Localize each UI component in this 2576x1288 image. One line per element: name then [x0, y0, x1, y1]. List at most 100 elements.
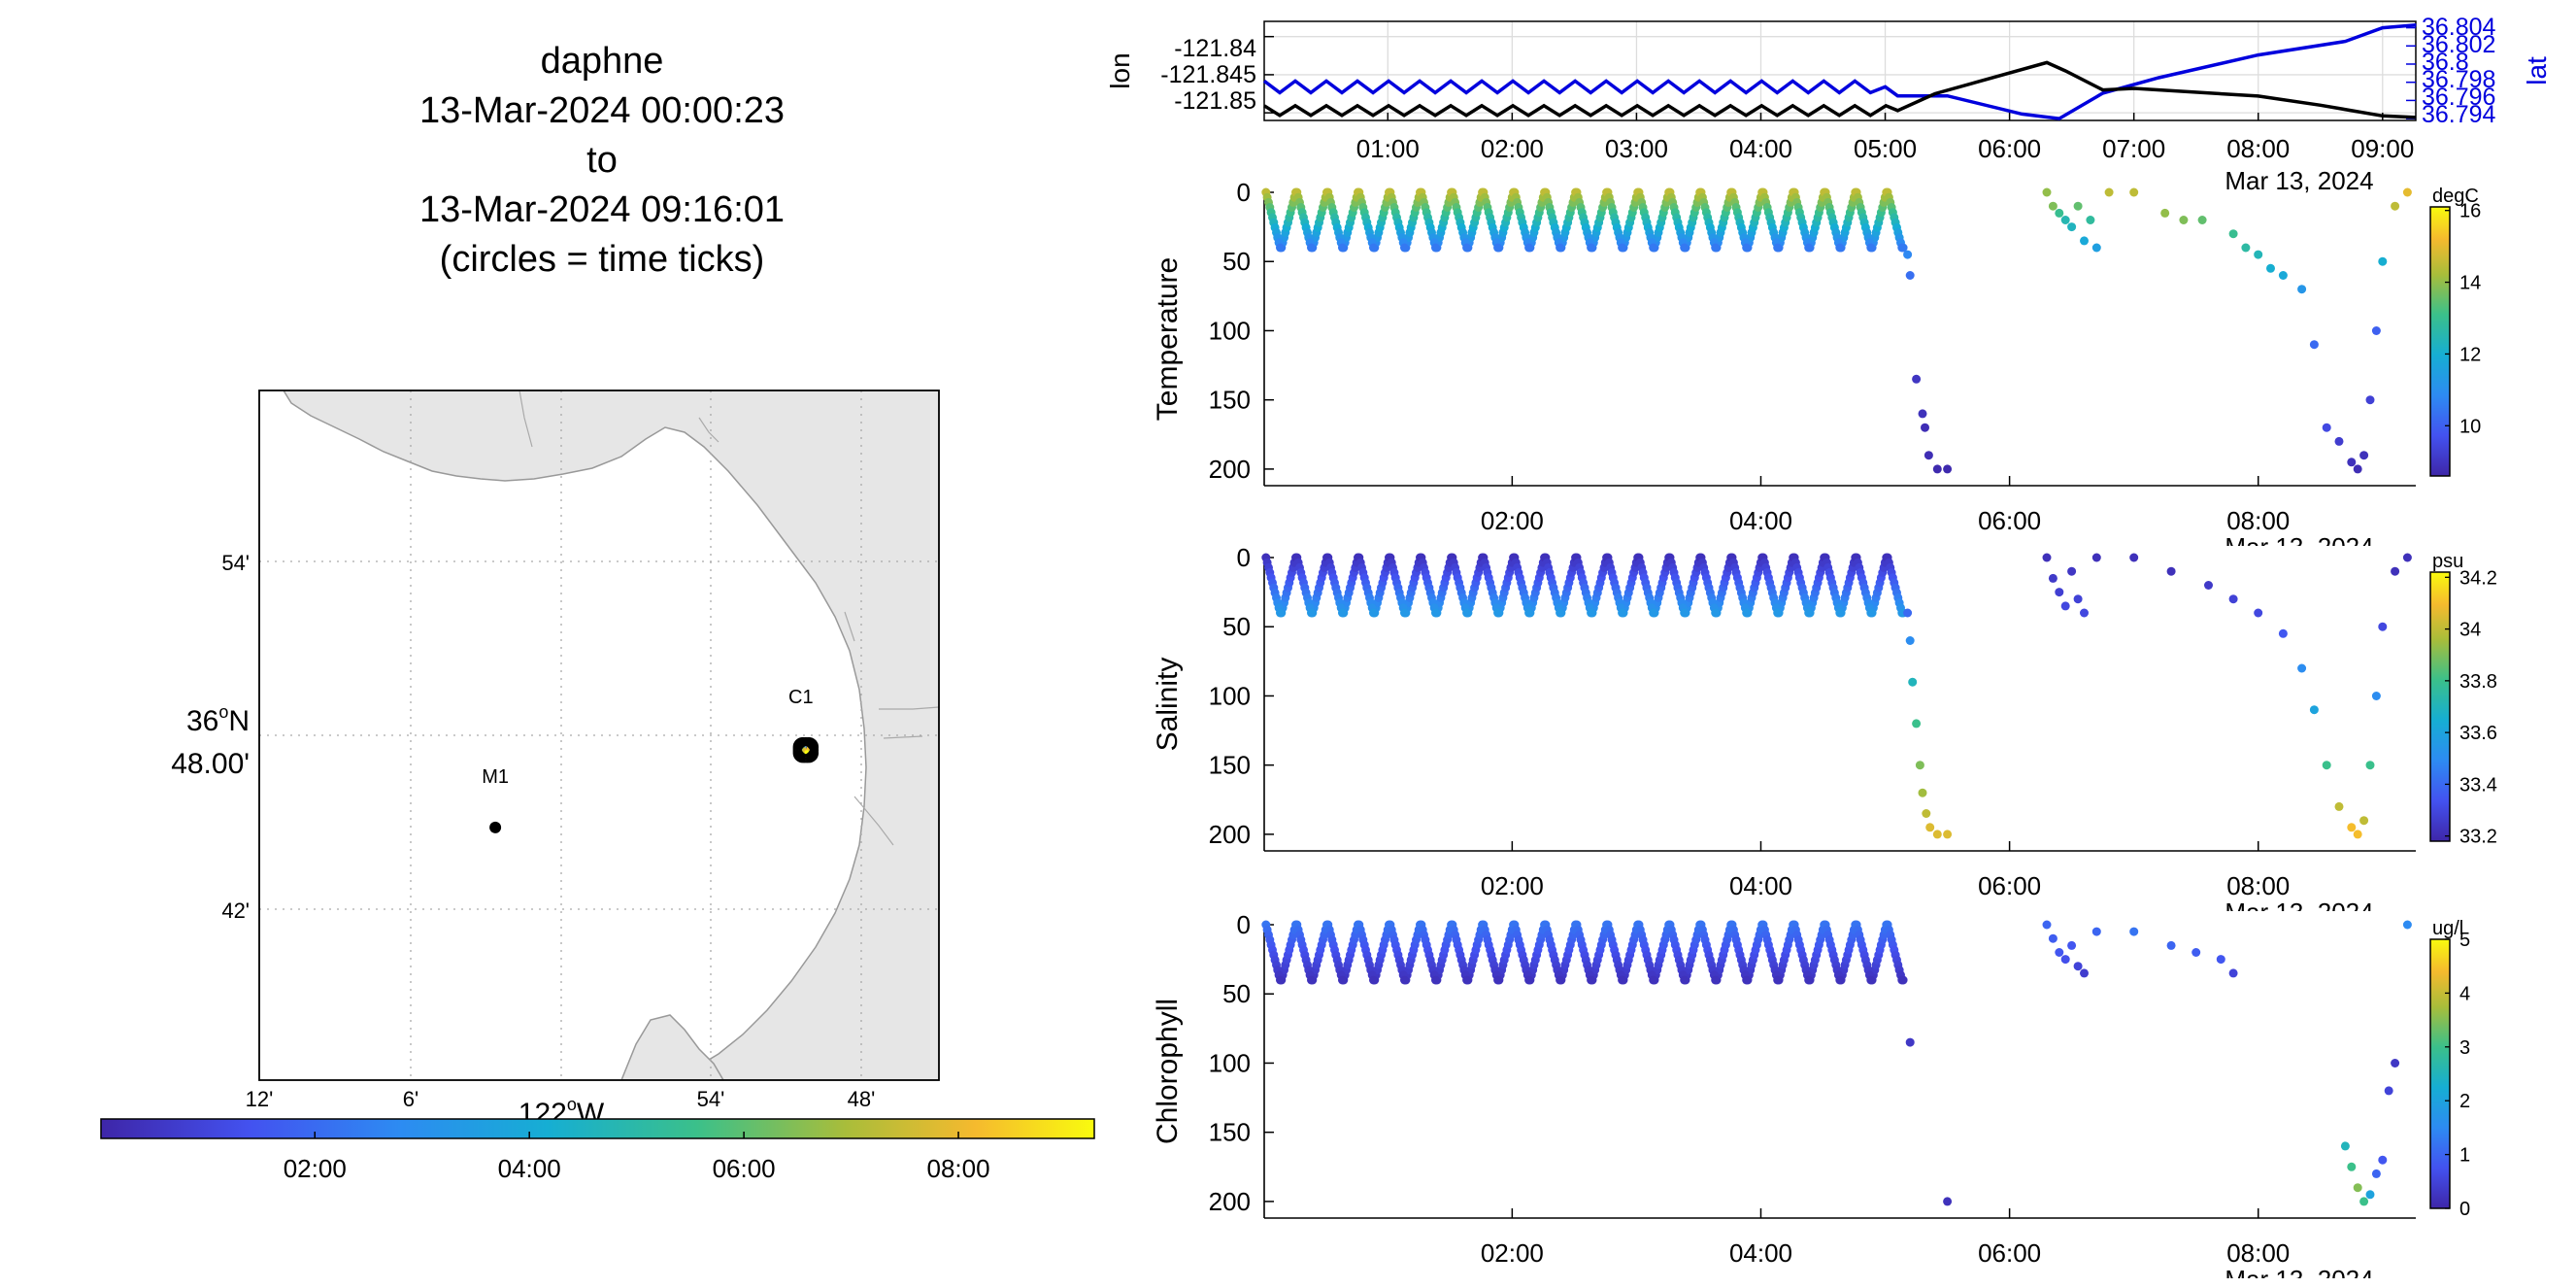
- x-tick-label: 04:00: [1729, 1238, 1792, 1268]
- data-point: [2359, 1197, 2369, 1206]
- colorbar-units: ug/l: [2432, 918, 2463, 939]
- colorbar-tick-label: 4: [2459, 983, 2470, 1004]
- y-tick-label: 50: [1222, 612, 1251, 641]
- data-point: [1903, 608, 1913, 618]
- data-point: [2254, 250, 2263, 259]
- data-point: [1921, 423, 1929, 432]
- data-point: [2197, 216, 2207, 224]
- data-point: [2353, 1183, 2362, 1193]
- data-point: [2402, 553, 2412, 562]
- data-point: [1918, 409, 1927, 419]
- data-point: [1903, 250, 1913, 259]
- colorbar-tick-label: 0: [2459, 1199, 2470, 1220]
- data-point: [2309, 705, 2319, 715]
- data-point: [2402, 187, 2412, 197]
- data-point: [2073, 594, 2083, 604]
- vehicle-name: daphne: [540, 41, 664, 82]
- data-point: [2371, 326, 2381, 335]
- data-point: [2080, 968, 2089, 978]
- data-point: [1773, 243, 1783, 253]
- end-time: 13-Mar-2024 09:16:01: [418, 189, 786, 230]
- start-time: 13-Mar-2024 00:00:23: [418, 90, 786, 131]
- data-point: [1932, 464, 1942, 474]
- data-point: [1493, 608, 1503, 618]
- data-point: [1618, 608, 1627, 618]
- data-point: [1524, 608, 1534, 618]
- land-shape-south: [620, 1014, 724, 1080]
- data-point: [1905, 1037, 1915, 1047]
- data-point: [2391, 566, 2400, 576]
- lat-hemisphere: N: [228, 705, 250, 737]
- position-plot-frame: [1263, 20, 2417, 121]
- data-point: [1462, 243, 1472, 253]
- x-tick-label: 08:00: [2226, 871, 2290, 900]
- data-point: [1400, 243, 1409, 253]
- data-point: [1556, 608, 1565, 618]
- date-label: Mar 13, 2024: [2225, 166, 2373, 195]
- data-point: [2365, 761, 2375, 770]
- data-point: [1932, 830, 1942, 839]
- data-point: [1943, 464, 1953, 474]
- x-tick-label: 06:00: [1978, 134, 2041, 163]
- data-point: [2086, 216, 2095, 224]
- data-point: [1943, 1197, 1953, 1206]
- lat-tick-label: 36.798: [2422, 66, 2495, 93]
- y-tick-label: 0: [1237, 910, 1251, 939]
- data-point: [2266, 263, 2275, 273]
- data-point: [1431, 608, 1440, 618]
- data-point: [2391, 201, 2400, 211]
- data-point: [2391, 1059, 2400, 1068]
- data-point: [1307, 243, 1316, 253]
- lon-tick-label: 12': [246, 1087, 274, 1111]
- data-point: [1338, 243, 1347, 253]
- y-axis-label: Salinity: [1152, 658, 1184, 752]
- data-point: [1711, 975, 1721, 985]
- lon-tick-label: -121.84: [1174, 35, 1256, 62]
- data-point: [1431, 243, 1440, 253]
- x-tick-label: 03:00: [1605, 134, 1668, 163]
- station-label: M1: [482, 766, 509, 788]
- colorbar-tick-label: 33.2: [2459, 827, 2497, 848]
- data-point: [2073, 962, 2083, 971]
- degree-symbol: o: [218, 702, 228, 722]
- y-tick-label: 100: [1209, 1048, 1251, 1077]
- data-point: [2080, 608, 2089, 618]
- y-tick-label: 50: [1222, 247, 1251, 276]
- data-point: [1400, 975, 1409, 985]
- data-point: [2129, 553, 2139, 562]
- data-point: [2080, 236, 2089, 246]
- lon-tick-label: 6': [403, 1087, 418, 1111]
- data-point: [1307, 608, 1316, 618]
- x-tick-label: 02:00: [1481, 506, 1544, 535]
- colorbar-tick-label: 10: [2459, 416, 2481, 437]
- data-point: [2228, 968, 2238, 978]
- lat-tick-label: 36.796: [2422, 84, 2495, 111]
- data-point: [1773, 975, 1783, 985]
- colorbar-tick-label: 34: [2459, 620, 2481, 641]
- data-point: [1866, 243, 1876, 253]
- position-plot: lon lat -121.84 -121.845 -121.85 36.804 …: [1105, 14, 2552, 195]
- x-tick-label: 04:00: [1729, 871, 1792, 900]
- data-point: [1524, 243, 1534, 253]
- data-point: [2340, 1141, 2350, 1151]
- data-point: [2384, 1086, 2393, 1096]
- colorbar-tick-label: 1: [2459, 1145, 2470, 1167]
- x-tick-label: 08:00: [2226, 134, 2290, 163]
- circles-note: (circles = time ticks): [439, 239, 765, 280]
- data-point: [2204, 581, 2213, 590]
- data-point: [1711, 243, 1721, 253]
- data-point: [2228, 594, 2238, 604]
- x-tick-label: 06:00: [1978, 506, 2041, 535]
- data-point: [1276, 608, 1285, 618]
- colorbar: [2429, 571, 2451, 842]
- data-point: [1307, 975, 1316, 985]
- data-point: [2129, 187, 2139, 197]
- data-point: [1915, 761, 1924, 770]
- data-point: [1649, 243, 1658, 253]
- station-label: C1: [788, 687, 814, 708]
- lon-tick-label: -121.845: [1160, 61, 1256, 88]
- date-label-mask: [2185, 1278, 2418, 1288]
- lat-main-label: 36oN: [186, 702, 250, 737]
